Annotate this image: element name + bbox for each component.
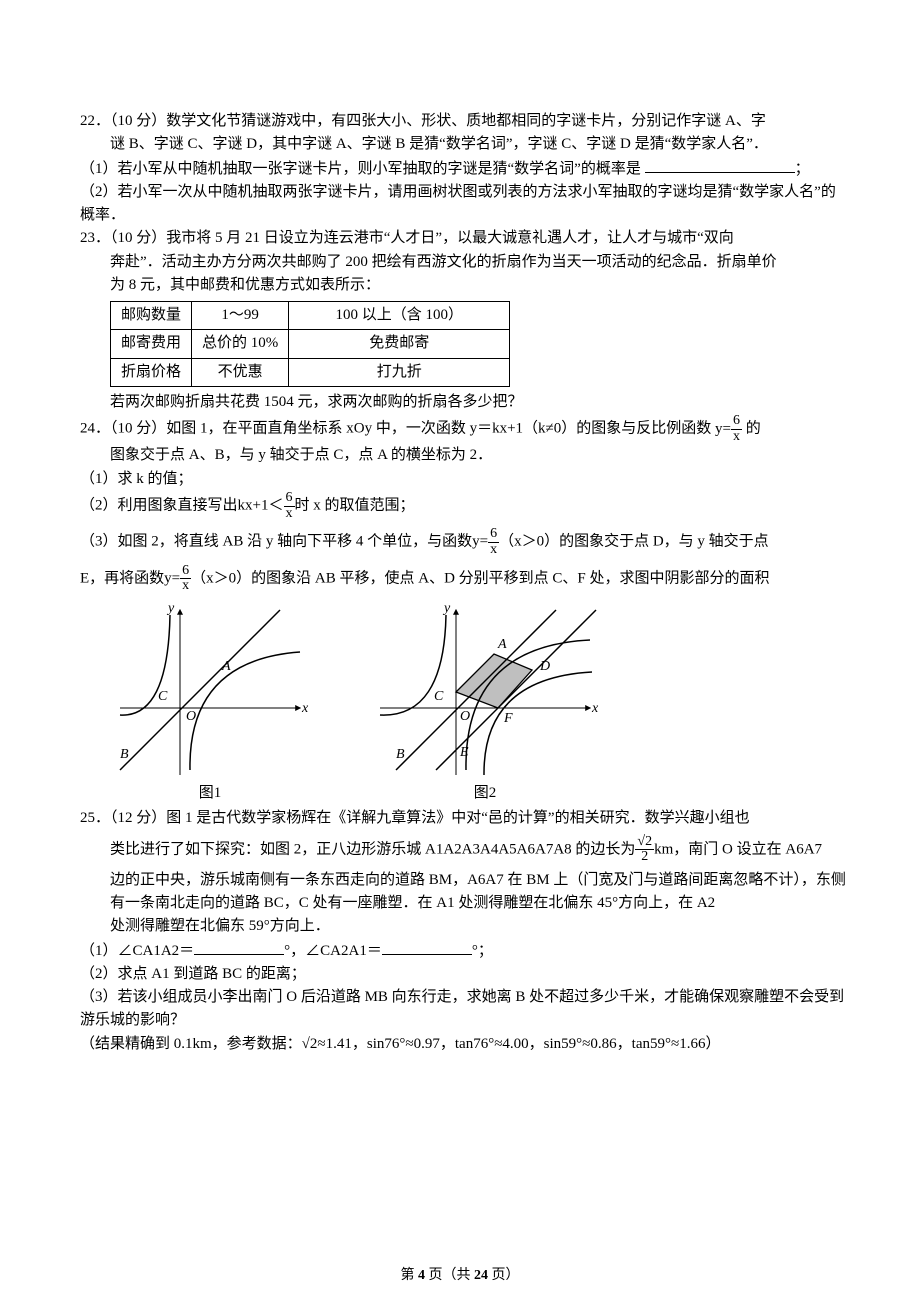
td: 总价的 10% — [192, 330, 289, 358]
q24-frac2: 6x — [284, 491, 295, 521]
q24-fig1-label: 图1 — [110, 780, 310, 805]
q25-p3: （3）若该小组成员小李出南门 O 后沿道路 MB 向东行走，求她离 B 处不超过… — [80, 986, 850, 1033]
footer-d: 24 — [474, 1268, 488, 1283]
q24-fig2-cell: x y O A D C B E F 图2 — [370, 600, 600, 805]
q24-pre1: 24．（10 分）如图 1，在平面直角坐标系 xOy 中，一次函数 y＝kx+1… — [80, 421, 711, 437]
q23-l2: 奔赴”．活动主办方分两次共邮购了 200 把绘有西游文化的折扇作为当天一项活动的… — [80, 251, 850, 274]
svg-text:C: C — [158, 689, 168, 704]
q22: 22．（10 分）数学文化节猜谜游戏中，有四张大小、形状、质地都相同的字谜卡片，… — [80, 110, 850, 227]
q25-l1: 25．（12 分）图 1 是古代数学家杨辉在《详解九章算法》中对“邑的计算”的相… — [80, 807, 850, 830]
svg-text:E: E — [459, 745, 469, 760]
q25-p1: （1）∠CA1A2＝ °，∠CA2A1＝ °； — [80, 939, 850, 963]
q24-paren2: （x＞0） — [191, 570, 251, 586]
page-footer: 第 4 页（共 24 页） — [0, 1264, 920, 1284]
q24-fig2-label: 图2 — [370, 780, 600, 805]
q24-p2b: 时 x 的取值范围； — [295, 498, 415, 514]
q24-p3-line2: E，再将函数y=6x（x＞0）的图象沿 AB 平移，使点 A、D 分别平移到点 … — [80, 564, 850, 594]
q25-frac: √22 — [635, 835, 654, 865]
q25: 25．（12 分）图 1 是古代数学家杨辉在《详解九章算法》中对“邑的计算”的相… — [80, 807, 850, 1056]
q23-l3: 为 8 元，其中邮费和优惠方式如表所示： — [80, 274, 850, 297]
q25-l2a: 类比进行了如下探究：如图 2，正八边形游乐城 A1A2A3A4A5A6A7A8 … — [110, 841, 635, 857]
svg-text:C: C — [434, 689, 444, 704]
q23: 23．（10 分）我市将 5 月 21 日设立为连云港市“人才日”，以最大诚意礼… — [80, 227, 850, 414]
svg-text:x: x — [591, 701, 599, 716]
footer-c: 页（共 — [425, 1268, 474, 1283]
th-0: 邮购数量 — [111, 302, 192, 330]
td: 邮寄费用 — [111, 330, 192, 358]
q24-lt: ＜ — [268, 498, 283, 514]
th-1: 1～99 — [192, 302, 289, 330]
q24-p3d: 的图象沿 AB 平移，使点 A、D 分别平移到点 C、F 处，求图中阴影部分的面… — [251, 570, 769, 586]
td: 免费邮寄 — [289, 330, 510, 358]
svg-text:B: B — [396, 747, 405, 762]
q24-fig1-svg: x y O A C B — [110, 600, 310, 780]
q25-p1a: （1）∠CA1A2＝ — [80, 943, 194, 959]
q24-frac1: y=6x — [715, 421, 742, 437]
q25-blank2 — [382, 939, 472, 955]
q24-l2: 图象交于点 A、B，与 y 轴交于点 C，点 A 的横坐标为 2． — [80, 444, 850, 467]
q24-pre2: 的 — [746, 421, 761, 437]
svg-text:O: O — [186, 709, 196, 724]
q24-frac4: 6x — [180, 564, 191, 594]
svg-text:x: x — [301, 701, 309, 716]
q25-l4: 处测得雕塑在北偏东 59°方向上． — [80, 915, 850, 938]
q22-p1a: （1）若小军从中随机抽取一张字谜卡片，则小军抽取的字谜是猜“数学名词”的概率是 — [80, 161, 645, 177]
q24-fig1-cell: x y O A C B 图1 — [110, 600, 310, 805]
td: 不优惠 — [192, 358, 289, 386]
q25-l2: 类比进行了如下探究：如图 2，正八边形游乐城 A1A2A3A4A5A6A7A8 … — [80, 835, 850, 865]
q24-p3c: E，再将函数 — [80, 570, 164, 586]
q24-p2: （2）利用图象直接写出kx+1＜6x时 x 的取值范围； — [80, 491, 850, 521]
q24-p3a: （3）如图 2，将直线 AB 沿 y 轴向下平移 4 个单位，与函数 — [80, 534, 472, 550]
svg-text:B: B — [120, 747, 129, 762]
table-row: 折扇价格 不优惠 打九折 — [111, 358, 510, 386]
footer-e: 页） — [488, 1268, 520, 1283]
footer-b: 4 — [418, 1268, 425, 1283]
svg-text:F: F — [503, 711, 513, 726]
q22-p2: （2）若小军一次从中随机抽取两张字谜卡片，请用画树状图或列表的方法求小军抽取的字… — [80, 181, 850, 228]
table-header-row: 邮购数量 1～99 100 以上（含 100） — [111, 302, 510, 330]
q24-p2a: （2）利用图象直接写出 — [80, 498, 238, 514]
q22-p1: （1）若小军从中随机抽取一张字谜卡片，则小军抽取的字谜是猜“数学名词”的概率是 … — [80, 157, 850, 181]
q25-p1end: °； — [472, 943, 493, 959]
svg-text:O: O — [460, 709, 470, 724]
svg-text:D: D — [539, 659, 550, 674]
td: 折扇价格 — [111, 358, 192, 386]
q24: 24．（10 分）如图 1，在平面直角坐标系 xOy 中，一次函数 y＝kx+1… — [80, 414, 850, 805]
q24-p3-line1: （3）如图 2，将直线 AB 沿 y 轴向下平移 4 个单位，与函数y=6x（x… — [80, 527, 850, 557]
q25-p4: （结果精确到 0.1km，参考数据：√2≈1.41，sin76°≈0.97，ta… — [80, 1033, 850, 1056]
page: 22．（10 分）数学文化节猜谜游戏中，有四张大小、形状、质地都相同的字谜卡片，… — [0, 0, 920, 1302]
q25-l3: 边的正中央，游乐城南侧有一条东西走向的道路 BM，A6A7 在 BM 上（门宽及… — [80, 869, 850, 916]
q22-blank — [645, 157, 795, 173]
svg-text:A: A — [221, 659, 231, 674]
table-row: 邮寄费用 总价的 10% 免费邮寄 — [111, 330, 510, 358]
th-2: 100 以上（含 100） — [289, 302, 510, 330]
td: 打九折 — [289, 358, 510, 386]
q23-table: 邮购数量 1～99 100 以上（含 100） 邮寄费用 总价的 10% 免费邮… — [110, 301, 510, 387]
svg-text:y: y — [166, 601, 175, 616]
q25-blank1 — [194, 939, 284, 955]
q24-p1: （1）求 k 的值； — [80, 468, 850, 491]
svg-text:A: A — [497, 637, 507, 652]
q24-figures: x y O A C B 图1 — [110, 600, 850, 805]
q24-ineq: kx+1 — [238, 498, 269, 514]
q25-p1mid: °，∠CA2A1＝ — [284, 943, 382, 959]
q25-p2: （2）求点 A1 到道路 BC 的距离； — [80, 963, 850, 986]
q23-after: 若两次邮购折扇共花费 1504 元，求两次邮购的折扇各多少把？ — [80, 391, 850, 414]
q24-paren1: （x＞0） — [499, 534, 559, 550]
q24-frac3: 6x — [488, 527, 499, 557]
q25-l2b: km，南门 O 设立在 A6A7 — [654, 841, 822, 857]
q22-l1: 22．（10 分）数学文化节猜谜游戏中，有四张大小、形状、质地都相同的字谜卡片，… — [80, 110, 850, 133]
q24-fig2-svg: x y O A D C B E F — [370, 600, 600, 780]
svg-text:y: y — [442, 601, 451, 616]
q24-p3b: 的图象交于点 D，与 y 轴交于点 — [559, 534, 769, 550]
footer-a: 第 — [401, 1268, 419, 1283]
q24-l1: 24．（10 分）如图 1，在平面直角坐标系 xOy 中，一次函数 y＝kx+1… — [80, 414, 850, 444]
q22-p1b: ； — [795, 161, 810, 177]
q23-l1: 23．（10 分）我市将 5 月 21 日设立为连云港市“人才日”，以最大诚意礼… — [80, 227, 850, 250]
q22-l2: 谜 B、字谜 C、字谜 D，其中字谜 A、字谜 B 是猜“数学名词”，字谜 C、… — [80, 133, 850, 156]
